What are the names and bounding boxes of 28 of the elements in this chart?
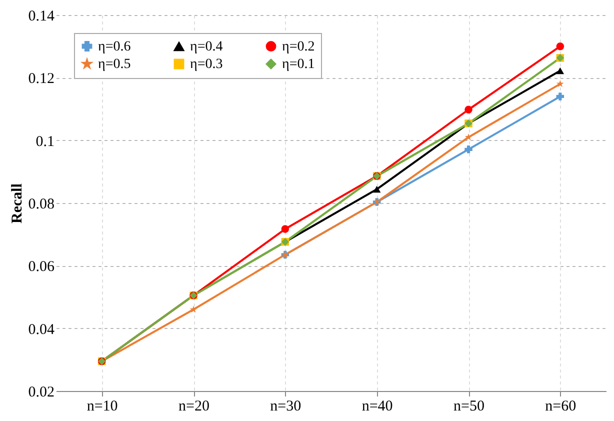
point [464, 146, 472, 154]
y-tick-label: 0.06 [28, 259, 55, 276]
point [281, 225, 290, 233]
legend-label: η=0.2 [282, 39, 315, 54]
x-tick-label: n=50 [454, 398, 484, 414]
y-tick-label: 0.02 [28, 384, 54, 400]
point [464, 106, 472, 114]
x-tick-label: n=30 [270, 398, 302, 414]
point [190, 306, 198, 313]
point [464, 133, 472, 140]
y-axis-title: Recall [9, 184, 26, 224]
y-tick-label: 0.12 [28, 71, 54, 88]
legend-label: η=0.5 [98, 57, 131, 72]
point [556, 42, 564, 50]
legend-label: η=0.4 [190, 40, 223, 54]
x-tick-label: n=20 [178, 398, 210, 414]
point [556, 92, 564, 100]
x-tick-label: n=60 [545, 398, 576, 414]
y-tick-label: 0.1 [36, 134, 54, 150]
y-tick-label: 0.14 [28, 8, 55, 24]
x-tick-label: n=40 [362, 398, 393, 414]
y-tick-label: 0.04 [28, 322, 55, 338]
legend-label: η=0.6 [98, 39, 131, 54]
x-tick-label: n=10 [86, 398, 118, 414]
point [556, 80, 564, 88]
y-tick-label: 0.08 [28, 196, 54, 212]
legend-label: η=0.3 [190, 57, 223, 72]
legend-label: η=0.1 [282, 57, 315, 72]
